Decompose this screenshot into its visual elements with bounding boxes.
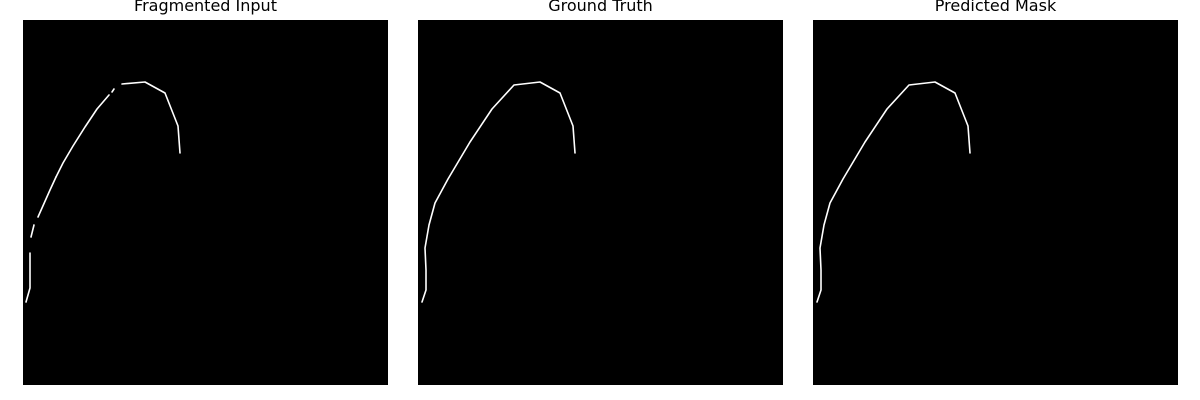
curve-fragment bbox=[25, 252, 31, 303]
ground-truth-curve bbox=[421, 81, 576, 303]
curve-fragment bbox=[37, 176, 57, 218]
predicted-mask-curve-canvas bbox=[816, 81, 971, 303]
curve-fragment bbox=[55, 94, 110, 178]
fragmented-input-image bbox=[23, 20, 388, 385]
fragmented-curve-canvas bbox=[25, 81, 181, 303]
curve-fragment bbox=[111, 88, 115, 93]
ground-truth-curve-canvas bbox=[421, 81, 576, 303]
predicted-mask-image bbox=[813, 20, 1178, 385]
panel-title-predicted-mask: Predicted Mask bbox=[934, 0, 1057, 15]
panel-title-ground-truth: Ground Truth bbox=[548, 0, 653, 15]
curve-fragment bbox=[30, 224, 35, 238]
ground-truth-image bbox=[418, 20, 783, 385]
curve-fragment bbox=[121, 81, 181, 154]
predicted-mask-curve bbox=[816, 81, 971, 303]
panel-title-fragmented-input: Fragmented Input bbox=[134, 0, 277, 15]
